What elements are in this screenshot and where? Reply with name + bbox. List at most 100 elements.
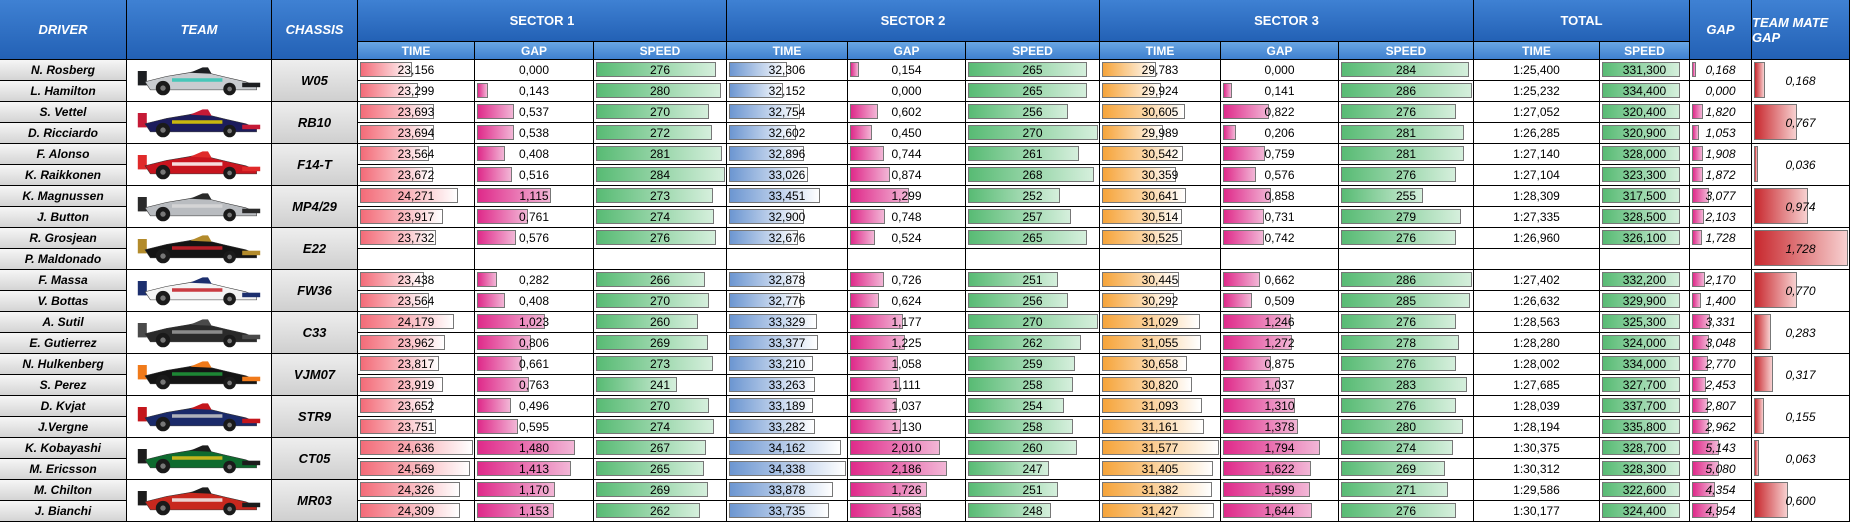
s1-time-text: 24,271 — [397, 189, 435, 203]
data-bar — [360, 188, 458, 203]
total-gap-text: 0,000 — [1705, 84, 1736, 98]
data-bar — [477, 104, 514, 119]
s2-time-text: 32,878 — [768, 273, 806, 287]
s2-speed: 259 — [966, 354, 1100, 375]
data-bar — [1341, 230, 1456, 245]
s2-gap-text: 1,037 — [891, 399, 922, 413]
s1-time — [358, 249, 475, 270]
s2-gap: 0,524 — [848, 228, 966, 249]
data-bar — [968, 503, 1051, 518]
data-bar — [968, 167, 1094, 182]
teammate-gap-8: 0,155 — [1752, 396, 1850, 438]
s1-gap: 1,153 — [475, 501, 594, 522]
data-bar — [1602, 335, 1680, 350]
s1-gap: 0,538 — [475, 123, 594, 144]
s2-time: 33,210 — [727, 354, 848, 375]
s2-gap-text: 1,177 — [891, 315, 922, 329]
driver-name-text: E. Gutierrez — [29, 336, 97, 350]
s3-speed: 274 — [1339, 438, 1474, 459]
s3-speed-text: 284 — [1395, 63, 1417, 77]
s3-speed-text: 278 — [1395, 336, 1417, 350]
s1-gap-text: 0,761 — [518, 210, 550, 224]
data-bar — [1602, 440, 1680, 455]
chassis-7-text: VJM07 — [293, 367, 336, 382]
data-bar — [477, 398, 511, 413]
s1-gap: 1,480 — [475, 438, 594, 459]
total-time: 1:30,375 — [1474, 438, 1600, 459]
chassis-7: VJM07 — [272, 354, 358, 396]
s1-gap-text: 0,496 — [518, 399, 550, 413]
s2-time: 32,602 — [727, 123, 848, 144]
s2-gap: 0,154 — [848, 60, 966, 81]
data-bar — [1754, 482, 1788, 518]
s1-speed-text: 276 — [649, 63, 671, 77]
s2-time-text: 32,776 — [768, 294, 806, 308]
driver-name-text: F. Alonso — [36, 147, 90, 161]
s2-gap-text: 1,299 — [891, 189, 922, 203]
total-time: 1:27,335 — [1474, 207, 1600, 228]
driver-name: R. Grosjean — [0, 228, 127, 249]
total-speed-text: 328,500 — [1622, 210, 1667, 224]
s2-gap: 1,130 — [848, 417, 966, 438]
driver-name-text: N. Hulkenberg — [22, 357, 104, 371]
s2-speed-text: 260 — [1022, 441, 1043, 455]
s2-speed-text: 251 — [1022, 483, 1043, 497]
s1-time: 23,694 — [358, 123, 475, 144]
total-time: 1:30,177 — [1474, 501, 1600, 522]
s3-speed: 276 — [1339, 312, 1474, 333]
s1-time-text: 24,569 — [397, 462, 435, 476]
s2-speed-text: 256 — [1022, 105, 1043, 119]
total-speed: 328,000 — [1600, 144, 1690, 165]
data-bar — [360, 461, 470, 476]
data-bar — [1754, 440, 1759, 476]
total-time: 1:25,400 — [1474, 60, 1600, 81]
teammate-gap-0-text: 0,168 — [1785, 73, 1816, 88]
team-car-icon — [137, 151, 261, 180]
data-bar — [596, 503, 700, 518]
s1-gap-text: 0,000 — [518, 63, 550, 77]
total-speed-text: 317,500 — [1622, 189, 1667, 203]
s3-speed: 281 — [1339, 123, 1474, 144]
s1-time: 23,652 — [358, 396, 475, 417]
chassis-5-text: FW36 — [297, 283, 332, 298]
data-bar — [850, 167, 890, 182]
team-car-4 — [127, 228, 272, 270]
data-bar — [850, 62, 859, 77]
data-bar — [850, 314, 903, 329]
data-bar — [850, 419, 901, 434]
teammate-gap-9-text: 0,063 — [1785, 451, 1816, 466]
driver-name: N. Rosberg — [0, 60, 127, 81]
subheader-sector3-1-text: GAP — [1266, 43, 1293, 58]
total-speed: 331,300 — [1600, 60, 1690, 81]
s2-speed-text: 262 — [1022, 336, 1043, 350]
total-speed: 320,900 — [1600, 123, 1690, 144]
s2-speed-text: 258 — [1022, 378, 1043, 392]
chassis-5: FW36 — [272, 270, 358, 312]
s2-speed: 247 — [966, 459, 1100, 480]
total-time: 1:26,285 — [1474, 123, 1600, 144]
header-chassis: CHASSIS — [272, 0, 358, 60]
s2-time-text: 33,026 — [768, 168, 806, 182]
total-speed-text: 325,300 — [1622, 315, 1667, 329]
total-gap: 4,354 — [1690, 480, 1752, 501]
data-bar — [1602, 398, 1680, 413]
total-time-text: 1:30,375 — [1513, 441, 1560, 455]
chassis-0-text: W05 — [301, 73, 328, 88]
s3-gap: 0,875 — [1221, 354, 1339, 375]
data-bar — [477, 356, 522, 371]
s3-speed-text: 281 — [1395, 126, 1417, 140]
s1-speed: 273 — [594, 186, 727, 207]
total-speed: 324,400 — [1600, 501, 1690, 522]
s2-time-text: 33,210 — [768, 357, 806, 371]
s3-gap-text: 0,875 — [1264, 357, 1295, 371]
data-bar — [1602, 62, 1680, 77]
s3-gap: 1,599 — [1221, 480, 1339, 501]
s3-speed: 276 — [1339, 102, 1474, 123]
s3-speed-text: 283 — [1395, 378, 1417, 392]
data-bar — [360, 272, 424, 287]
total-speed: 324,000 — [1600, 333, 1690, 354]
s2-gap: 1,177 — [848, 312, 966, 333]
s2-gap: 1,058 — [848, 354, 966, 375]
data-bar — [1692, 503, 1718, 518]
teammate-gap-7: 0,317 — [1752, 354, 1850, 396]
